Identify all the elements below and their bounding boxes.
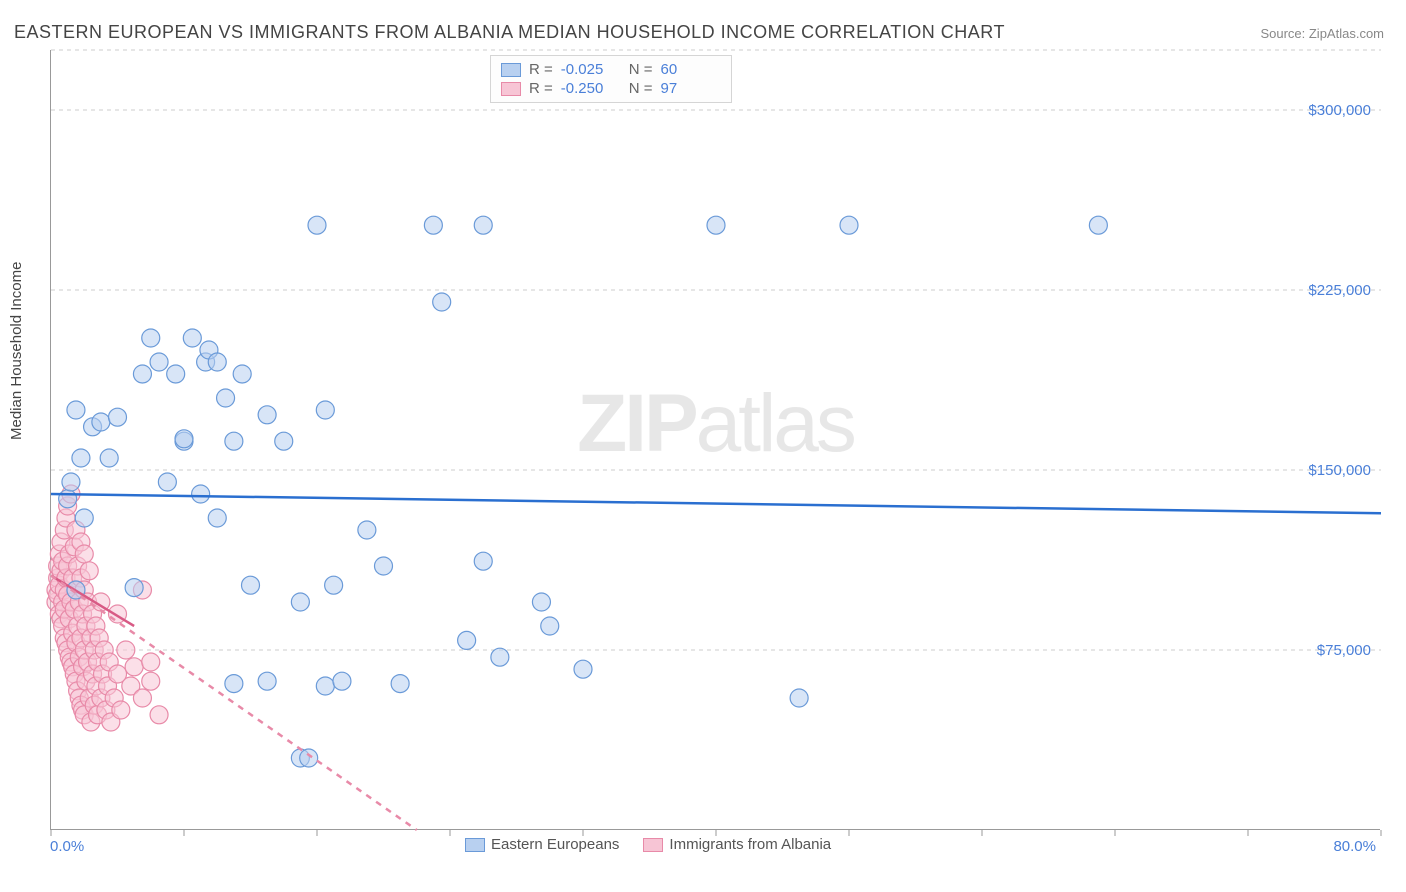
data-point bbox=[233, 365, 251, 383]
data-point bbox=[67, 401, 85, 419]
data-point bbox=[133, 365, 151, 383]
data-point bbox=[225, 432, 243, 450]
data-point bbox=[142, 329, 160, 347]
legend-swatch bbox=[501, 63, 521, 77]
y-tick-label: $75,000 bbox=[1317, 642, 1371, 659]
data-point bbox=[474, 216, 492, 234]
data-point bbox=[192, 485, 210, 503]
trend-line bbox=[51, 494, 1381, 513]
chart-title: EASTERN EUROPEAN VS IMMIGRANTS FROM ALBA… bbox=[14, 22, 1005, 43]
data-point bbox=[80, 562, 98, 580]
data-point bbox=[142, 653, 160, 671]
data-point bbox=[150, 353, 168, 371]
legend-series-name: Eastern Europeans bbox=[491, 836, 619, 853]
r-label: R = bbox=[529, 61, 553, 78]
n-label: N = bbox=[629, 61, 653, 78]
data-point bbox=[109, 408, 127, 426]
data-point bbox=[316, 677, 334, 695]
data-point bbox=[391, 675, 409, 693]
bottom-legend-item: Eastern Europeans bbox=[465, 836, 619, 853]
data-point bbox=[59, 490, 77, 508]
data-point bbox=[458, 631, 476, 649]
data-point bbox=[150, 706, 168, 724]
data-point bbox=[175, 430, 193, 448]
data-point bbox=[258, 406, 276, 424]
n-value: 97 bbox=[661, 80, 721, 97]
data-point bbox=[92, 413, 110, 431]
data-point bbox=[358, 521, 376, 539]
data-point bbox=[167, 365, 185, 383]
data-point bbox=[258, 672, 276, 690]
data-point bbox=[424, 216, 442, 234]
data-point bbox=[183, 329, 201, 347]
r-value: -0.250 bbox=[561, 80, 621, 97]
y-tick-label: $300,000 bbox=[1308, 102, 1371, 119]
bottom-legend: Eastern Europeans Immigrants from Albania bbox=[465, 836, 831, 853]
data-point bbox=[125, 658, 143, 676]
chart-source: Source: ZipAtlas.com bbox=[1260, 26, 1384, 41]
data-point bbox=[217, 389, 235, 407]
data-point bbox=[208, 509, 226, 527]
data-point bbox=[491, 648, 509, 666]
stats-legend-row: R = -0.250 N = 97 bbox=[501, 79, 721, 98]
data-point bbox=[474, 552, 492, 570]
data-point bbox=[375, 557, 393, 575]
x-axis-min-label: 0.0% bbox=[50, 838, 84, 855]
data-point bbox=[308, 216, 326, 234]
y-tick-label: $150,000 bbox=[1308, 462, 1371, 479]
data-point bbox=[125, 579, 143, 597]
data-point bbox=[62, 473, 80, 491]
legend-series-name: Immigrants from Albania bbox=[669, 836, 831, 853]
data-point bbox=[574, 660, 592, 678]
stats-legend: R = -0.025 N = 60 R = -0.250 N = 97 bbox=[490, 55, 732, 103]
data-point bbox=[291, 593, 309, 611]
x-axis-max-label: 80.0% bbox=[1333, 838, 1376, 855]
legend-swatch bbox=[501, 82, 521, 96]
data-point bbox=[433, 293, 451, 311]
data-point bbox=[242, 576, 260, 594]
data-point bbox=[316, 401, 334, 419]
data-point bbox=[300, 749, 318, 767]
data-point bbox=[117, 641, 135, 659]
data-point bbox=[840, 216, 858, 234]
data-point bbox=[112, 701, 130, 719]
data-point bbox=[208, 353, 226, 371]
n-value: 60 bbox=[661, 61, 721, 78]
data-point bbox=[72, 449, 90, 467]
data-point bbox=[790, 689, 808, 707]
data-point bbox=[100, 449, 118, 467]
data-point bbox=[142, 672, 160, 690]
y-axis-label: Median Household Income bbox=[8, 262, 25, 440]
data-point bbox=[75, 545, 93, 563]
n-label: N = bbox=[629, 80, 653, 97]
data-point bbox=[532, 593, 550, 611]
data-point bbox=[75, 509, 93, 527]
data-point bbox=[325, 576, 343, 594]
y-tick-label: $225,000 bbox=[1308, 282, 1371, 299]
data-point bbox=[707, 216, 725, 234]
data-point bbox=[333, 672, 351, 690]
data-point bbox=[158, 473, 176, 491]
data-point bbox=[133, 689, 151, 707]
bottom-legend-item: Immigrants from Albania bbox=[643, 836, 831, 853]
data-point bbox=[225, 675, 243, 693]
chart-svg: $75,000 $150,000 $225,000 $300,000 bbox=[51, 50, 1380, 829]
r-label: R = bbox=[529, 80, 553, 97]
stats-legend-row: R = -0.025 N = 60 bbox=[501, 60, 721, 79]
data-point bbox=[1089, 216, 1107, 234]
data-point bbox=[541, 617, 559, 635]
legend-swatch bbox=[643, 838, 663, 852]
legend-swatch bbox=[465, 838, 485, 852]
data-point bbox=[275, 432, 293, 450]
plot-area: ZIPatlas $75,000$150,000$225,000$300,000 bbox=[50, 50, 1380, 830]
r-value: -0.025 bbox=[561, 61, 621, 78]
